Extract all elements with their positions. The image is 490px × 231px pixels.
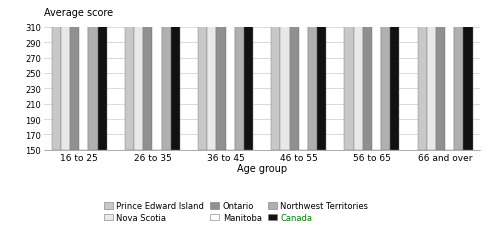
Bar [390,0,399,150]
Bar [70,0,79,150]
Bar [207,0,217,150]
Bar [198,0,207,150]
Bar [88,0,98,150]
Bar [363,0,372,150]
Bar [454,0,464,150]
Bar [381,0,390,150]
Bar [317,0,326,150]
Bar [427,0,436,150]
Legend: Prince Edward Island, Nova Scotia, Ontario, Manitoba, Northwest Territories, Can: Prince Edward Island, Nova Scotia, Ontar… [104,201,368,222]
Bar [79,0,88,150]
Bar [152,0,162,150]
Bar [225,0,235,150]
Bar [372,0,381,150]
Bar [162,0,171,150]
Bar [217,0,225,150]
Bar [464,9,472,150]
Bar [98,0,107,150]
Bar [299,0,308,150]
Bar [344,0,354,150]
Bar [436,0,445,150]
Bar [134,0,143,150]
Text: Average score: Average score [44,8,113,18]
Bar [308,0,317,150]
Bar [354,0,363,150]
Bar [445,0,454,150]
Bar [125,0,134,150]
Bar [52,0,61,150]
Bar [61,0,70,150]
Bar [280,0,290,150]
Bar [244,0,253,150]
Bar [290,0,299,150]
X-axis label: Age group: Age group [237,163,287,173]
Bar [171,0,180,150]
Bar [417,0,427,150]
Bar [143,0,152,150]
Bar [271,0,280,150]
Bar [235,0,244,150]
